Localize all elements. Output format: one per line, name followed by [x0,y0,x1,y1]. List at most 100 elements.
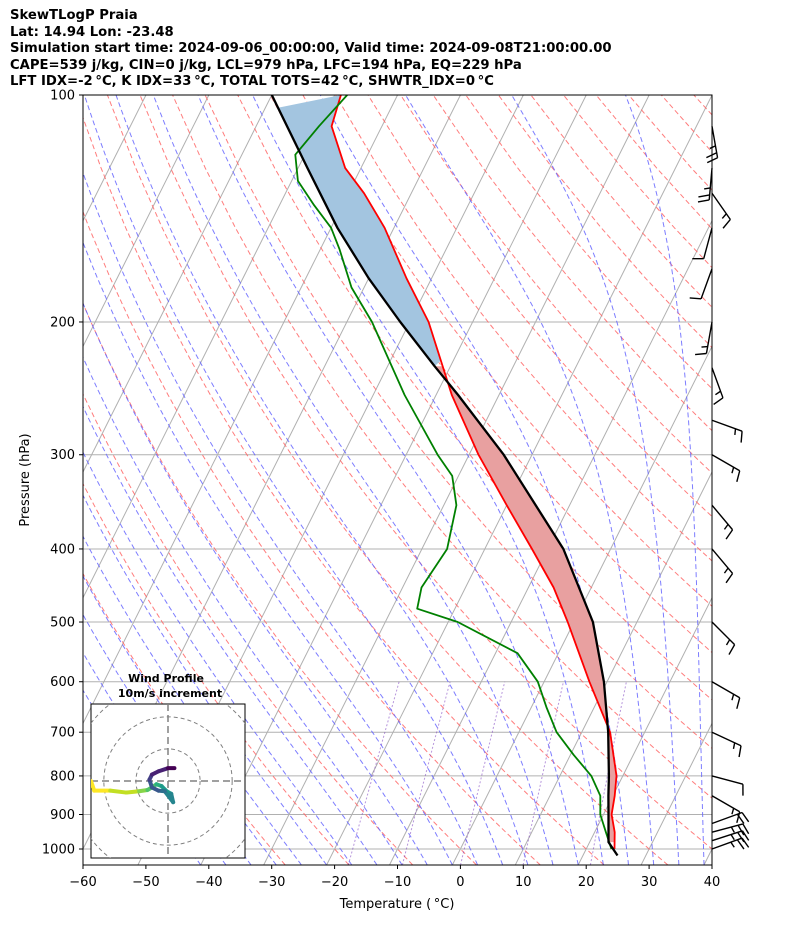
barb-flag [725,573,734,584]
barb-staff [708,168,713,201]
wind-barb [711,192,731,229]
dewpoint-profile [294,95,613,850]
hodograph-inset [90,703,246,859]
y-tick-label: 1000 [42,843,75,858]
barb-flag [736,839,745,850]
barb-staff [711,795,741,813]
barb-half-flag [723,567,729,574]
isotherm [767,95,794,865]
wind-barb [711,419,743,443]
x-tick-label: −10 [384,875,411,890]
barb-staff [711,367,724,399]
cape-area [434,366,617,843]
isotherm [703,847,712,865]
barb-half-flag [723,523,729,530]
barb-half-flag [709,145,716,150]
wind-barb [711,681,741,709]
barb-staff [700,268,713,300]
x-tick-label: 10 [515,875,532,890]
hodograph-plot [91,704,245,858]
simulation-times: Simulation start time: 2024-09-06_00:00:… [10,41,612,56]
wind-barb [711,621,736,655]
convective-parameters: CAPE=539 j/kg, CIN=0 j/kg, LCL=979 hPa, … [10,57,522,73]
wind-barb [711,823,750,836]
y-tick-label: 500 [50,616,75,631]
moist-adiabat [83,356,403,865]
sounding-profiles [270,95,619,857]
barb-flag [713,397,724,405]
x-tick-label: 30 [641,875,658,890]
barb-flag [741,830,750,841]
dry-adiabat [83,392,414,865]
wind-barb [692,227,713,260]
wind-barb [711,548,734,584]
x-tick-label: 20 [578,875,595,890]
cin-area [278,95,441,367]
station-coordinates: Lat: 14.94 Lon: -23.48 [10,24,174,40]
barb-flag [737,824,745,836]
wind-barb [711,367,724,405]
barb-flag [736,811,741,823]
barb-flag [738,745,742,758]
barb-half-flag [734,428,737,436]
y-tick-label: 600 [50,675,75,690]
moist-adiabat [115,95,529,865]
y-axis-label: Pressure (hPa) [18,433,33,526]
y-tick-label: 200 [50,315,75,330]
moist-adiabat [197,95,579,865]
isotherm [451,345,712,865]
barb-staff [711,830,743,842]
barb-flag [742,823,750,835]
wind-barb [695,321,713,356]
barb-flag [741,812,750,823]
wind-barbs [689,126,750,850]
temperature-profile [330,95,618,850]
barb-half-flag [730,841,735,848]
barb-half-flag [731,467,735,474]
moist-adiabat [83,535,302,865]
barb-staff [711,126,719,158]
hodograph-segment [124,789,142,795]
hodograph-subtitle: 10m/s increment [118,687,222,700]
barb-staff [711,454,741,472]
moist-adiabat [83,171,479,865]
barb-flag [725,529,734,540]
wind-barb [697,168,713,203]
dry-adiabat [367,95,712,518]
moist-adiabat [83,451,353,865]
y-tick-label: 300 [50,448,75,463]
chart-header: SkewTLogP Praia Lat: 14.94 Lon: -23.48 S… [10,8,612,91]
isotherm [83,95,336,599]
barb-flag [706,152,717,159]
mixing-ratio-line [589,681,627,865]
hodograph-title: Wind Profile [128,672,204,685]
isotherm [83,95,398,725]
hodograph-segment [162,789,176,805]
barb-half-flag [732,742,736,749]
y-tick-label: 700 [50,726,75,741]
barb-half-flag [725,639,731,646]
mixing-ratio-line [522,681,564,865]
wind-barb [711,504,734,540]
isotherm [83,95,210,348]
barb-half-flag [731,694,735,701]
barb-flag [689,297,702,300]
y-tick-label: 100 [50,89,75,104]
isotherm [200,95,587,865]
wind-barb [711,811,750,825]
barb-staff [711,837,743,850]
barb-staff [711,811,743,825]
barb-staff [711,775,744,785]
x-tick-label: 0 [456,875,464,890]
moist-adiabat [83,95,504,865]
isotherm [83,95,273,474]
barb-flag [697,199,710,203]
x-axis-label: Temperature ( °C) [339,897,455,912]
barb-flag [706,157,718,164]
barb-staff [711,681,741,699]
dry-adiabat [139,95,712,850]
moist-adiabat [716,95,731,865]
dry-adiabat [83,302,477,865]
moist-adiabat [252,95,604,865]
wind-barb [711,775,744,796]
